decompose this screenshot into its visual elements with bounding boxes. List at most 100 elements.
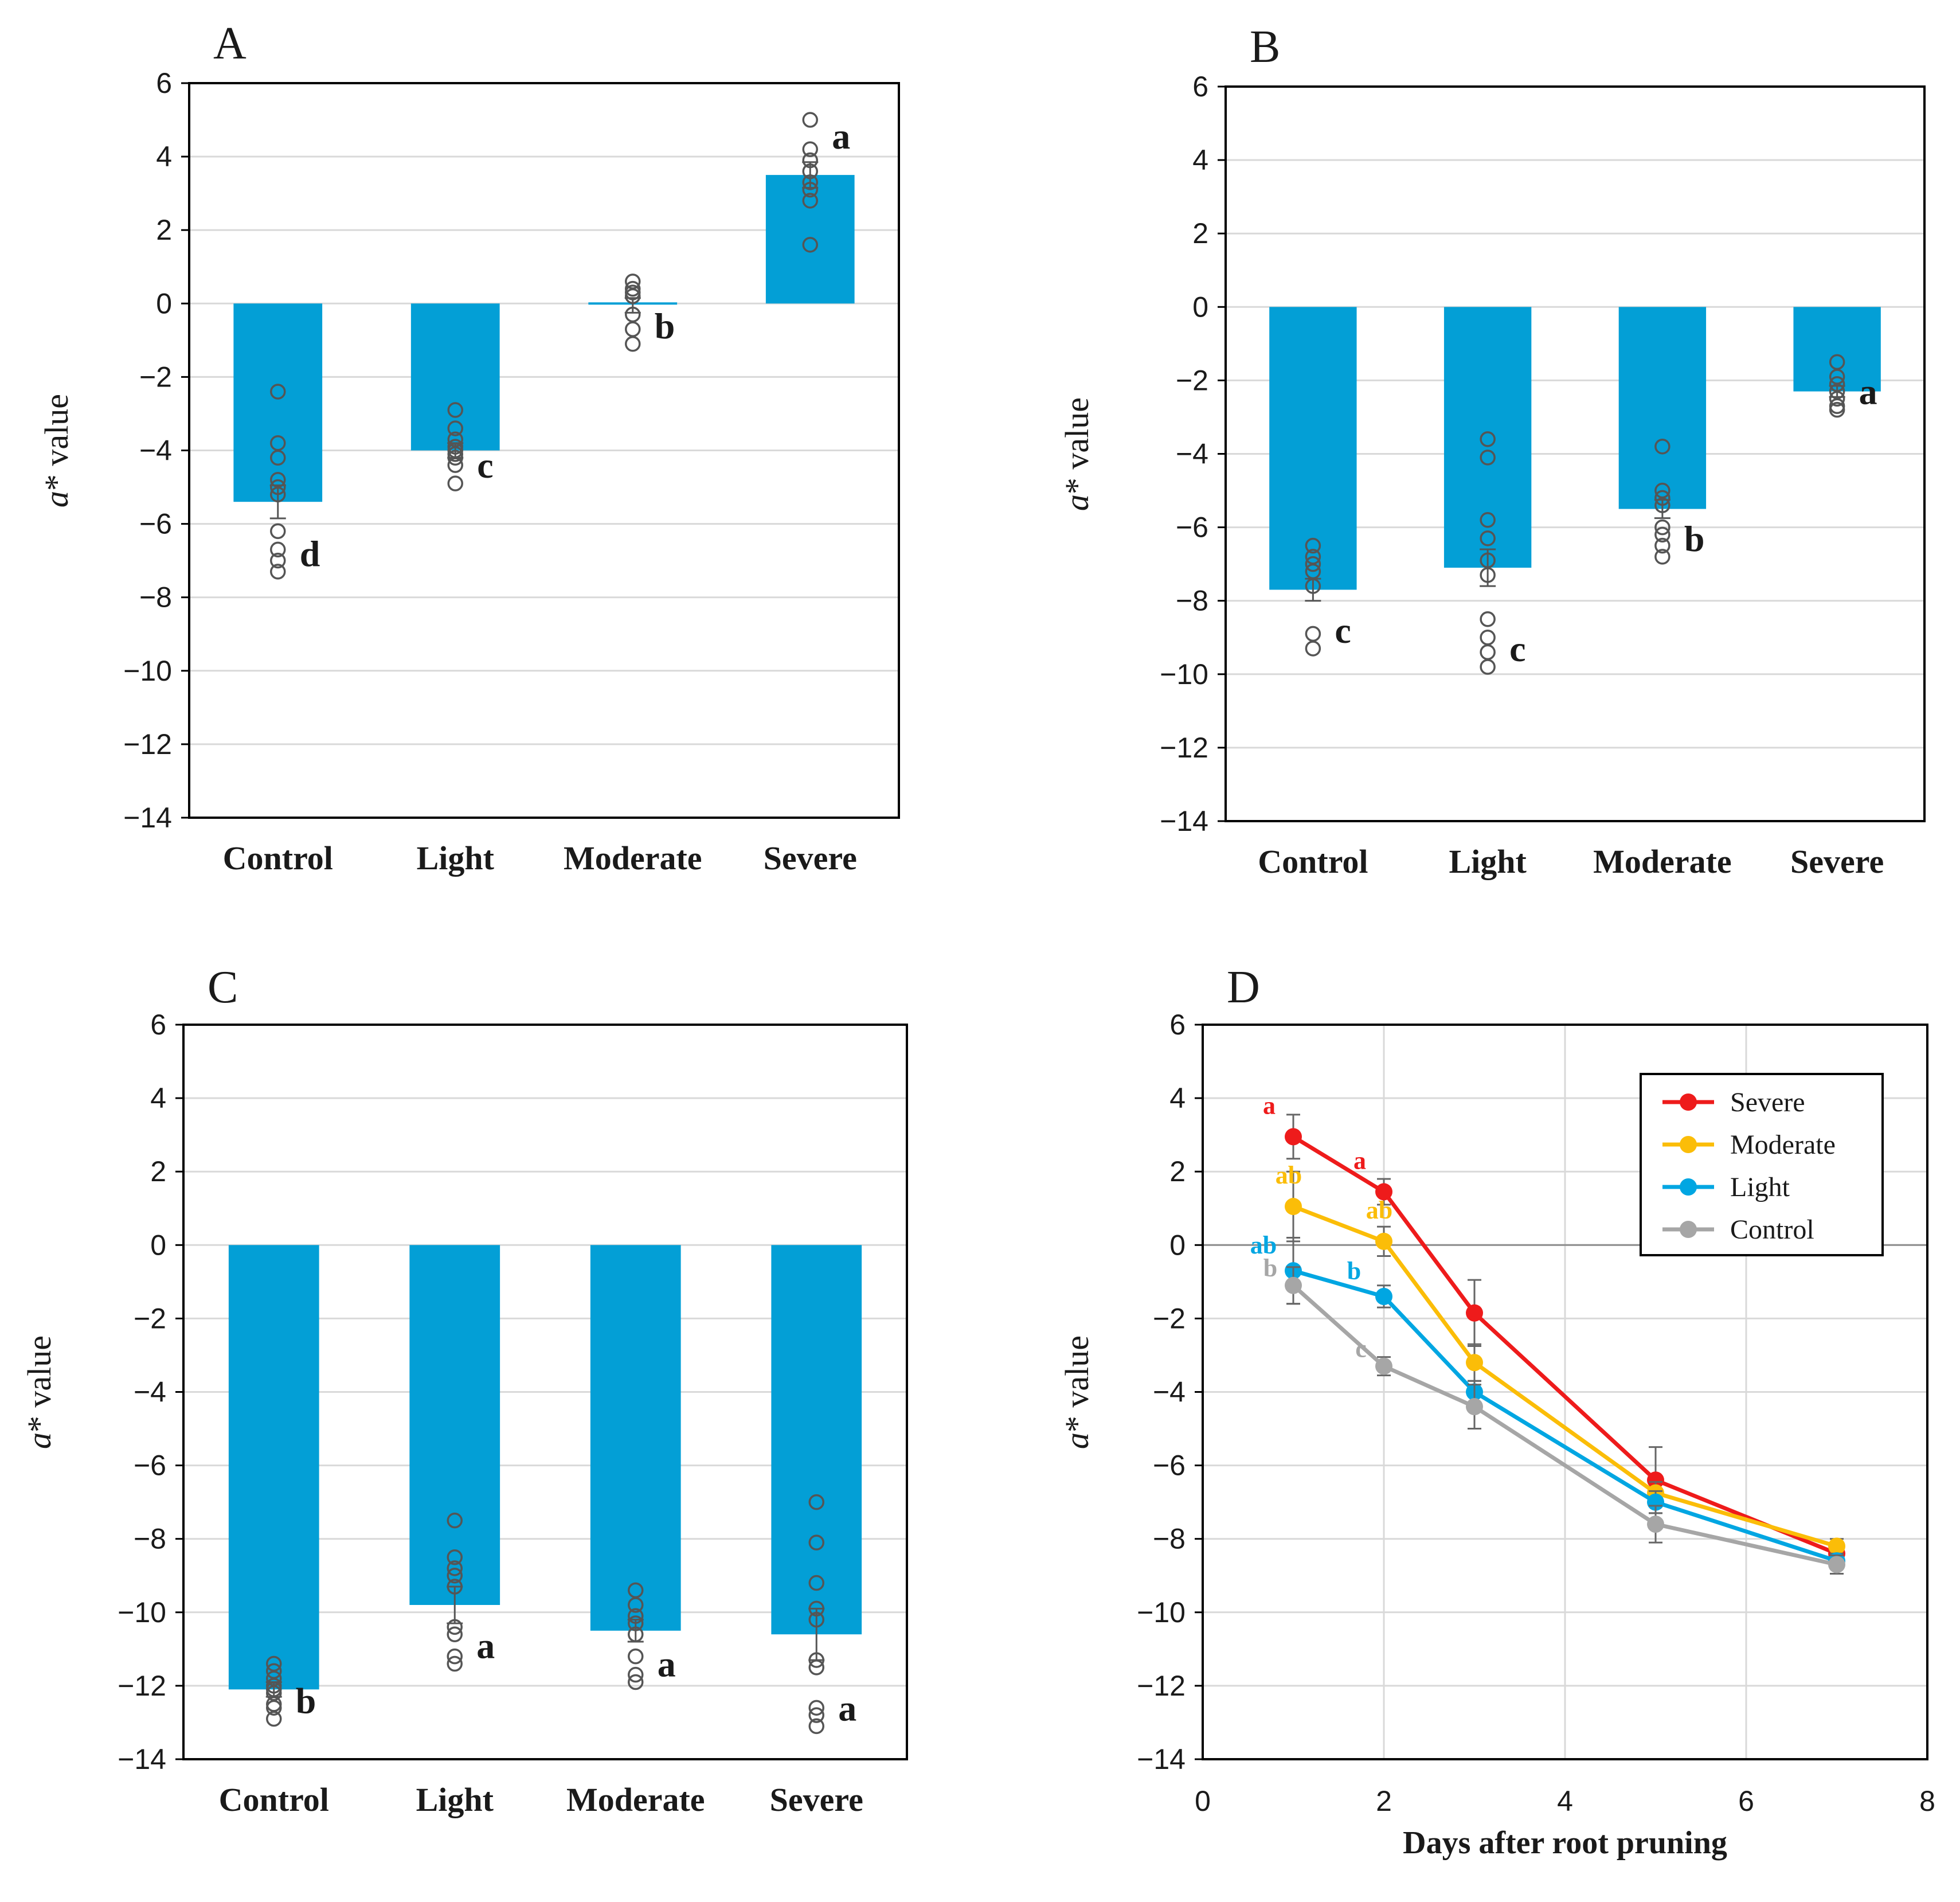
y-tick-label: −10 [123,655,172,687]
plot-frame [188,82,900,819]
y-tick-label: 2 [150,1155,166,1188]
data-point [808,1494,824,1510]
y-axis-label-italic: a [38,491,75,507]
panel-label: B [1250,22,1280,72]
data-point [270,564,286,580]
y-tick-label: 6 [1169,1009,1186,1041]
y-axis-label: a* value [38,394,75,507]
data-point [270,552,286,569]
data-point [802,163,818,179]
significance-letter: b [1347,1257,1361,1285]
significance-letter: a [1263,1091,1276,1119]
significance-letter: a [658,1643,676,1684]
y-tick-label: −6 [1176,511,1208,544]
data-point [808,1534,824,1550]
data-point [625,321,641,337]
y-tick-label: −2 [1176,364,1208,396]
legend-swatch-marker [1680,1093,1697,1111]
y-tick-label: −4 [134,1376,166,1408]
x-category-label: Light [1449,843,1527,880]
panel-label: C [208,962,238,1013]
data-point [808,1659,824,1676]
significance-letter: ab [1250,1231,1277,1259]
series-point-control [1375,1357,1392,1375]
significance-letter: b [655,306,675,346]
y-tick-label: 4 [1169,1082,1186,1114]
y-tick-label: −6 [139,508,172,540]
data-point [628,1666,644,1683]
data-point [1480,450,1496,466]
data-point [1480,630,1496,646]
data-point [270,523,286,540]
data-point [1305,626,1321,642]
significance-letter: a [1859,372,1877,412]
y-tick-label: 2 [1169,1155,1186,1188]
series-point-control [1285,1276,1302,1294]
data-point [625,288,641,304]
significance-letter: a [832,116,850,157]
data-point [270,541,286,558]
x-tick-label: 2 [1376,1785,1392,1817]
y-axis-label: a* value [1058,1335,1096,1449]
x-category-label: Light [416,1781,494,1818]
y-tick-label: 2 [1192,217,1208,249]
data-point [802,193,818,209]
y-tick-label: −8 [1176,585,1208,617]
y-tick-label: −10 [1160,658,1208,690]
data-point [270,384,286,400]
bar [771,1245,862,1635]
y-tick-label: −14 [123,802,172,834]
data-point [1305,640,1321,657]
y-tick-label: −4 [139,435,172,467]
legend: Severe Moderate Light Control [1640,1073,1884,1256]
significance-letter: c [1509,628,1525,669]
y-tick-label: −12 [1160,732,1208,764]
x-tick-label: 6 [1738,1785,1754,1817]
x-category-label: Control [219,1781,329,1818]
data-point [628,1615,644,1631]
data-point [1654,549,1671,565]
data-point [625,336,641,352]
data-point [808,1600,824,1617]
data-point [628,1648,644,1665]
y-tick-label: −6 [134,1450,166,1482]
data-point [447,1655,463,1672]
y-tick-label: −14 [1160,805,1208,837]
y-tick-label: −12 [123,728,172,760]
significance-letter: c [1355,1335,1367,1363]
bar [228,1245,319,1690]
x-tick-label: 8 [1919,1785,1935,1817]
data-point [1305,537,1321,554]
data-point [628,1626,644,1642]
y-tick-label: −12 [118,1670,166,1702]
plot-frame [1224,85,1926,822]
data-point [802,181,818,198]
data-point [1480,644,1496,661]
y-axis-label-italic: a [1058,494,1096,511]
bar [590,1245,681,1631]
significance-letter: a [838,1688,856,1728]
y-tick-label: 4 [156,140,172,173]
legend-label: Control [1730,1214,1814,1245]
data-point [808,1575,824,1591]
data-point [447,1579,463,1595]
data-point [447,402,463,418]
data-point [1654,537,1671,554]
data-point [447,1626,463,1642]
plot-frame [182,1024,908,1760]
legend-swatch-marker [1680,1136,1697,1153]
significance-letter: b [296,1681,316,1721]
data-point [447,1560,463,1576]
y-tick-label: −2 [134,1302,166,1334]
x-category-label: Moderate [564,839,702,877]
y-tick-label: −6 [1153,1450,1186,1482]
series-point-control [1647,1516,1664,1533]
significance-letter: ab [1276,1161,1302,1189]
data-point [1305,578,1321,594]
data-point [808,1700,824,1716]
y-tick-label: −8 [134,1523,166,1555]
y-tick-label: 6 [1192,71,1208,103]
